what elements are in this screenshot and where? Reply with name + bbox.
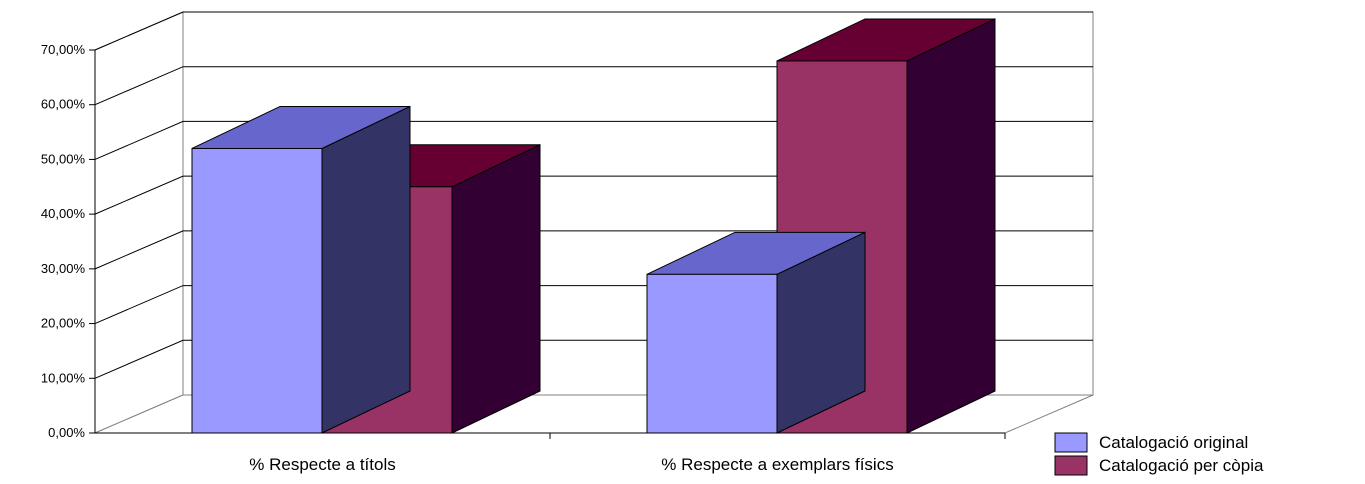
y-tick-label: 40,00%: [41, 206, 86, 221]
y-tick-label: 60,00%: [41, 97, 86, 112]
y-tick-label: 70,00%: [41, 42, 86, 57]
bar-side: [451, 143, 541, 434]
legend-label: Catalogació per còpia: [1099, 456, 1264, 475]
y-tick-label: 50,00%: [41, 151, 86, 166]
bar: [191, 105, 411, 434]
y-tick-label: 30,00%: [41, 261, 86, 276]
x-tick-label: % Respecte a exemplars físics: [661, 455, 893, 474]
legend: Catalogació original Catalogació per còpi…: [1054, 432, 1264, 476]
bar: [646, 231, 866, 434]
side-wall: [94, 11, 184, 434]
y-tick-label: 20,00%: [41, 316, 86, 331]
legend-swatch: [1054, 455, 1088, 476]
bars: [191, 18, 996, 434]
bar-side: [321, 105, 411, 434]
axis-labels: 0,00% 10,00% 20,00% 30,00% 40,00% 50,00% 60,00…: [41, 42, 894, 474]
gridline: [94, 11, 1093, 51]
y-tick-label: 10,00%: [41, 370, 86, 385]
x-tick-label: % Respecte a títols: [249, 455, 395, 474]
bar-front: [646, 273, 778, 434]
legend-label: Catalogació original: [1099, 433, 1248, 452]
bar-front: [191, 147, 323, 434]
y-tick-label: 0,00%: [48, 425, 85, 440]
bar-side: [906, 18, 996, 434]
legend-swatch: [1054, 432, 1088, 453]
